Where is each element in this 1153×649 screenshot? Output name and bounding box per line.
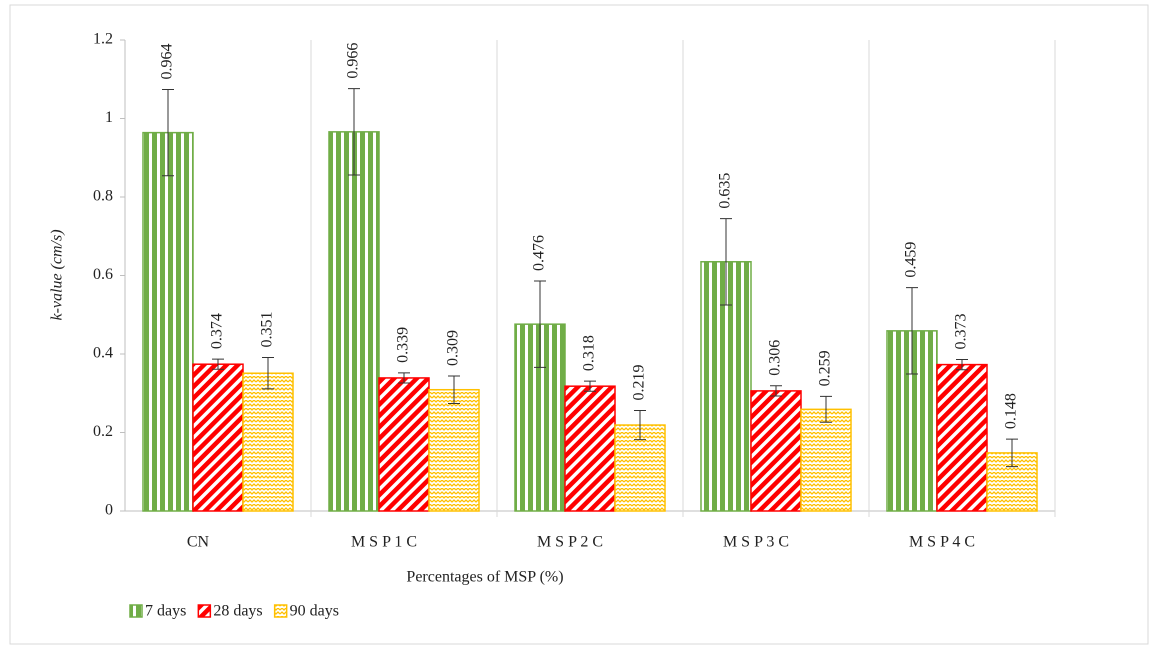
x-tick-label: CN [187,534,210,551]
error-bar [634,410,646,441]
error-bar [448,375,460,404]
data-label: 0.351 [259,312,276,348]
bar [192,363,244,512]
legend-swatch [273,604,288,618]
bar [242,372,294,512]
error-bar [770,385,782,397]
error-bar [956,358,968,371]
data-label: 0.148 [1003,393,1020,429]
error-bar [820,395,832,423]
data-label: 0.966 [345,43,362,79]
error-bar [534,280,546,368]
legend-label: 7 days [145,603,186,620]
bar [328,131,380,512]
data-label: 0.964 [159,43,176,79]
error-bar [212,358,224,370]
y-axis-title: k-value (cm/s) [49,229,66,320]
data-label: 0.476 [531,235,548,271]
error-bar [398,372,410,384]
y-tick-label: 1 [105,109,113,126]
chart-frame [9,4,1149,645]
error-bar [1006,438,1018,468]
bar [800,408,852,512]
legend-label: 90 days [290,603,339,620]
y-tick-label: 0.4 [93,345,113,362]
legend-label: 28 days [213,603,262,620]
x-axis-title: Percentages of MSP (%) [406,569,563,586]
data-label: 0.373 [953,313,970,349]
data-label: 0.635 [717,173,734,209]
error-bar [348,88,360,176]
y-tick-label: 0 [105,502,113,519]
data-label: 0.459 [903,242,920,278]
x-tick-label: M S P 3 C [723,534,789,551]
data-label: 0.259 [817,350,834,386]
data-label: 0.306 [767,340,784,376]
data-label: 0.219 [631,365,648,401]
data-label: 0.374 [209,313,226,349]
data-label: 0.309 [445,330,462,366]
bar [142,131,194,512]
data-label: 0.339 [395,327,412,363]
x-tick-label: M S P 1 C [351,534,417,551]
legend-swatch [197,604,212,618]
bar [936,363,988,512]
data-label: 0.318 [581,335,598,371]
error-bar [906,287,918,375]
error-bar [262,357,274,390]
bar [750,390,802,512]
bar [564,385,616,512]
y-tick-label: 0.8 [93,188,113,205]
y-tick-label: 0.2 [93,423,113,440]
legend-swatch [129,604,143,618]
y-tick-label: 1.2 [93,31,113,48]
error-bar [584,380,596,392]
bar [378,377,430,512]
y-tick-label: 0.6 [93,266,113,283]
x-tick-label: M S P 4 C [909,534,975,551]
error-bar [720,218,732,306]
error-bar [162,88,174,177]
x-tick-label: M S P 2 C [537,534,603,551]
bar [986,452,1038,512]
bar [428,388,480,512]
